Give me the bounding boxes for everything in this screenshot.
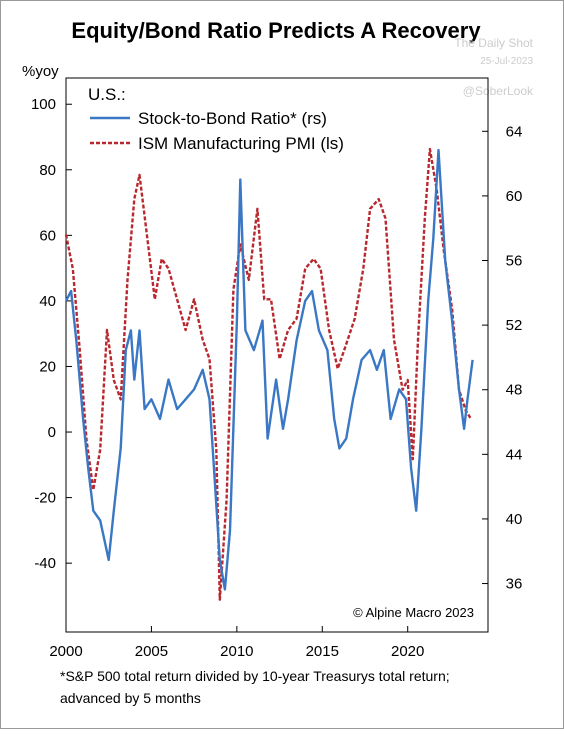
plot-frame [65, 77, 489, 633]
y-tick-label: 20 [39, 358, 56, 375]
x-tick-label: 2000 [49, 643, 82, 660]
y-tick-label: 60 [39, 227, 56, 244]
watermark: The Daily Shot [454, 36, 533, 50]
legend-label: ISM Manufacturing PMI (ls) [138, 134, 344, 153]
x-tick-label: 2010 [220, 643, 253, 660]
footnote: advanced by 5 months [60, 690, 201, 706]
x-tick-label: 2015 [306, 643, 339, 660]
y-tick-label: -40 [34, 555, 56, 572]
y2-tick-label: 40 [506, 511, 523, 528]
legend-label: Stock-to-Bond Ratio* (rs) [138, 109, 327, 128]
x-tick-label: 2005 [135, 643, 168, 660]
y2-tick-label: 56 [506, 253, 523, 270]
footnote: *S&P 500 total return divided by 10-year… [60, 668, 450, 684]
x-tick-label: 2020 [391, 643, 424, 660]
watermark: @SoberLook [463, 84, 534, 98]
legend-title: U.S.: [88, 85, 126, 104]
series-line [64, 148, 474, 591]
y-tick-label: -20 [34, 490, 56, 507]
y2-tick-label: 60 [506, 188, 523, 205]
y2-tick-label: 44 [506, 446, 523, 463]
y-tick-label: 100 [31, 96, 56, 113]
watermark: 25-Jul-2023 [480, 56, 533, 67]
y2-tick-label: 52 [506, 317, 523, 334]
y-axis-label: %yoy [22, 63, 59, 80]
y-tick-label: 0 [48, 424, 56, 441]
credit: © Alpine Macro 2023 [353, 605, 474, 620]
y2-tick-label: 36 [506, 576, 523, 593]
chart-title: Equity/Bond Ratio Predicts A Recovery [71, 18, 481, 43]
series-line [64, 147, 472, 601]
y-tick-label: 80 [39, 162, 56, 179]
y2-tick-label: 64 [506, 123, 523, 140]
y-tick-label: 40 [39, 293, 56, 310]
y2-tick-label: 48 [506, 382, 523, 399]
